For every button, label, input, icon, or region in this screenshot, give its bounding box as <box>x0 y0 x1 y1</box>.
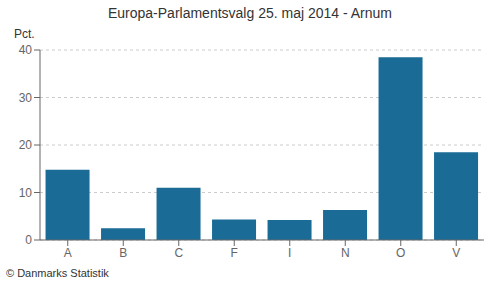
svg-text:A: A <box>64 246 72 260</box>
svg-text:V: V <box>452 246 460 260</box>
svg-text:10: 10 <box>19 186 33 200</box>
svg-text:40: 40 <box>19 43 33 57</box>
svg-text:I: I <box>288 246 291 260</box>
html-text:Europa-Parlamentsvalg 25. maj: Europa-Parlamentsvalg 25. maj 2014 - Arn… <box>108 5 392 21</box>
html-text:© Danmarks Statistik: © Danmarks Statistik <box>6 267 109 279</box>
html-text:Pct.: Pct. <box>14 27 35 41</box>
svg-text:C: C <box>174 246 183 260</box>
svg-text:F: F <box>231 246 238 260</box>
svg-text:B: B <box>119 246 127 260</box>
svg-text:N: N <box>341 246 350 260</box>
svg-text:0: 0 <box>25 233 32 247</box>
svg-text:20: 20 <box>19 138 33 152</box>
svg-text:O: O <box>396 246 405 260</box>
svg-text:30: 30 <box>19 91 33 105</box>
